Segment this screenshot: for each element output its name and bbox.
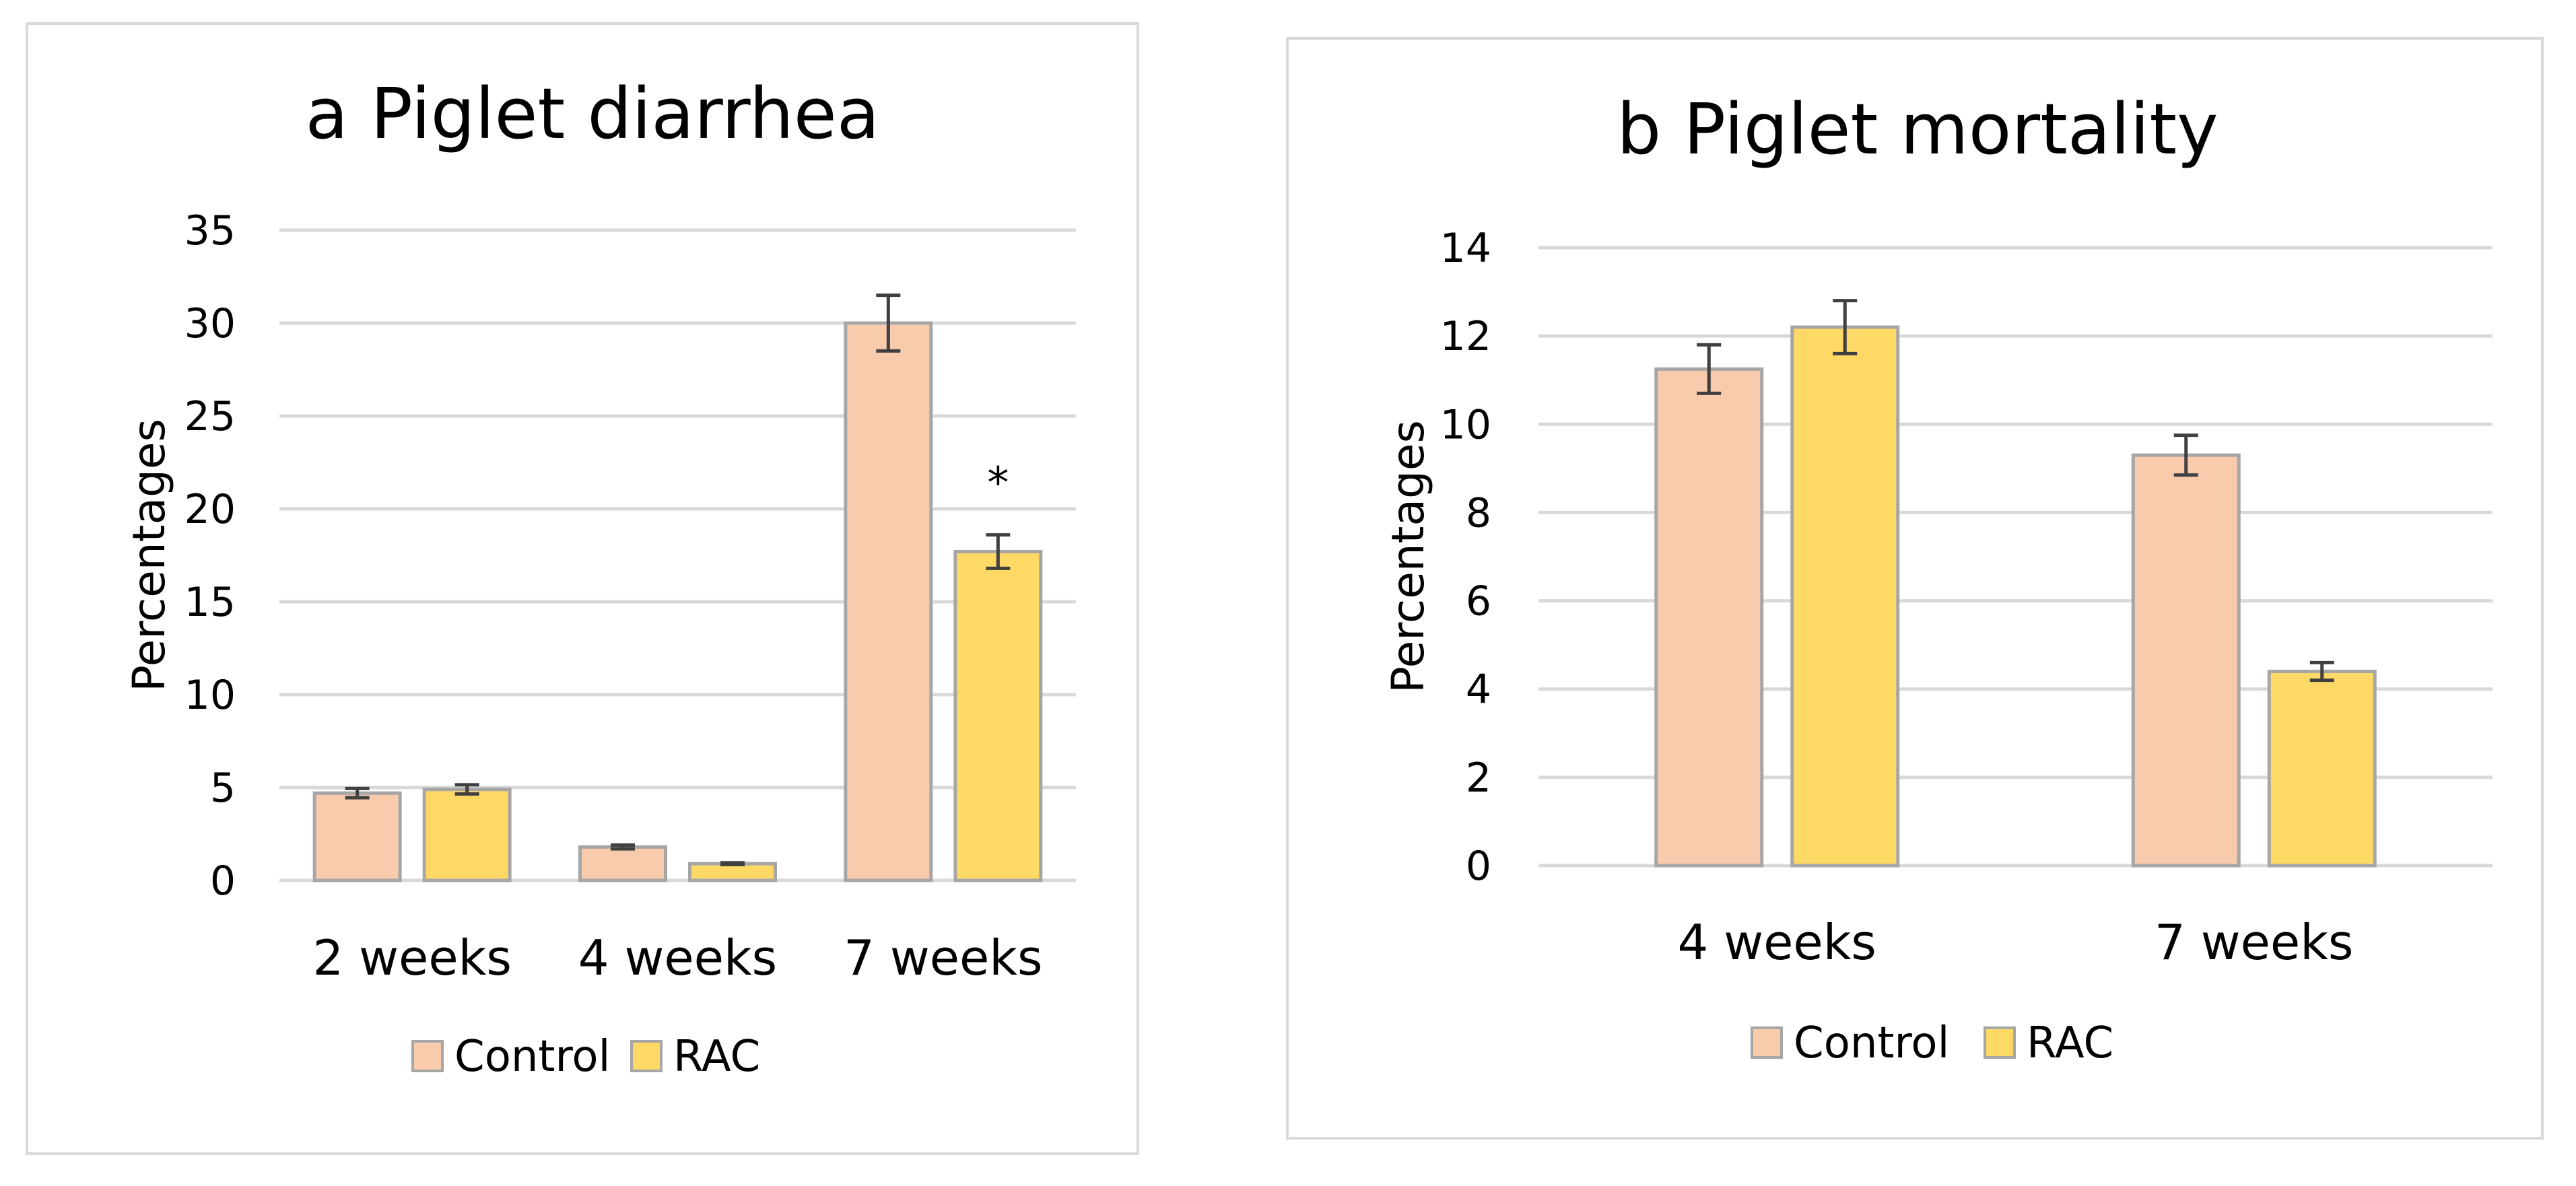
bar-rac-2 (953, 549, 1043, 882)
legend-swatch-control (1751, 1026, 1783, 1059)
y-tick-label: 30 (184, 300, 236, 347)
y-tick-label: 35 (184, 207, 236, 254)
x-tick-label: 4 weeks (1678, 914, 1876, 971)
y-tick-label: 8 (1466, 489, 1491, 536)
chart-title: b Piglet mortality (1617, 88, 2218, 170)
legend-swatch-rac (630, 1040, 663, 1072)
legend-label-rac: RAC (2027, 1018, 2113, 1068)
y-tick-label: 5 (210, 765, 236, 812)
y-tick-label: 2 (1466, 755, 1491, 802)
y-tick-label: 10 (184, 672, 236, 719)
x-tick-label: 7 weeks (844, 930, 1042, 986)
y-tick-label: 12 (1440, 313, 1491, 360)
bar-control-1 (578, 845, 667, 882)
bar-control-0 (312, 791, 402, 882)
bar-rac-1 (2267, 669, 2377, 868)
bar-control-1 (2131, 453, 2241, 868)
y-axis-label: Percentages (1382, 420, 1434, 693)
bar-control-2 (844, 321, 933, 882)
x-tick-label: 4 weeks (578, 930, 777, 986)
y-tick-label: 0 (210, 858, 236, 905)
y-axis-label: Percentages (123, 419, 175, 692)
significance-marker: * (987, 459, 1009, 509)
y-tick-label: 0 (1466, 843, 1491, 890)
y-tick-label: 6 (1466, 578, 1491, 625)
legend-label-control: Control (1794, 1018, 1949, 1068)
legend-label-control: Control (454, 1032, 610, 1082)
chart-panel-b (1286, 37, 2544, 1140)
bar-control-0 (1654, 367, 1764, 868)
y-tick-label: 4 (1466, 666, 1491, 713)
legend-label-rac: RAC (673, 1032, 760, 1082)
legend-swatch-rac (1984, 1026, 2016, 1059)
y-tick-label: 25 (184, 393, 236, 440)
x-tick-label: 2 weeks (312, 930, 511, 986)
chart-title: a Piglet diarrhea (306, 73, 880, 155)
chart-b: b Piglet mortality 0 2 4 6 8 10 12 14 Percentages… (1382, 88, 2493, 1068)
x-tick-label: 7 weeks (2155, 914, 2353, 971)
y-tick-label: 15 (184, 579, 236, 626)
chart-a: a Piglet diarrhea 0 5 10 15 20 25 30 35 Percentag… (123, 73, 1076, 1082)
bar-rac-0 (1790, 325, 1900, 868)
y-tick-label: 10 (1440, 401, 1491, 448)
legend-swatch-control (411, 1040, 444, 1072)
y-tick-label: 14 (1440, 225, 1491, 272)
y-tick-label: 20 (184, 486, 236, 533)
bar-rac-0 (422, 788, 512, 882)
